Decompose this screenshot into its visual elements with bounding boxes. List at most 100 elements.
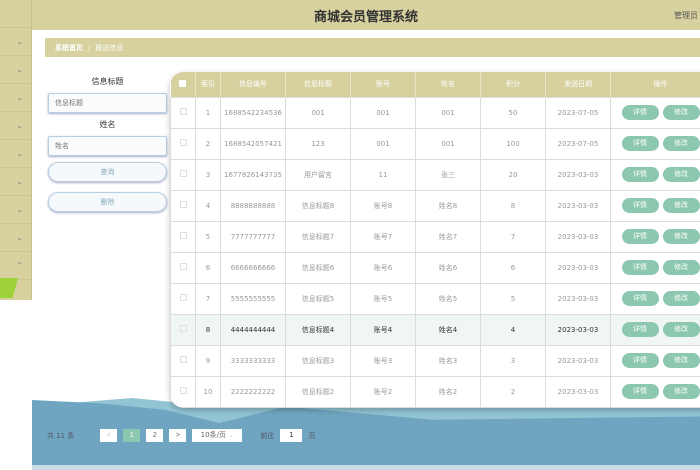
cell-date: 2023-03-03 bbox=[545, 158, 611, 191]
chevron-down-icon: ⌄ bbox=[16, 205, 23, 214]
table-row[interactable]: 9 3333333333 信息标题3 账号3 姓名3 3 2023-03-03 详情 修改 bbox=[170, 344, 700, 377]
cell-title: 123 bbox=[285, 127, 351, 160]
page-2-button[interactable]: 2 bbox=[146, 429, 164, 442]
cell-date: 2023-03-03 bbox=[545, 313, 611, 346]
cell-title: 信息标题3 bbox=[285, 344, 351, 377]
cell-account: 账号7 bbox=[350, 220, 416, 253]
edit-button[interactable]: 修改 bbox=[662, 260, 700, 275]
detail-button[interactable]: 详情 bbox=[621, 105, 659, 120]
sidebar-menu-item[interactable]: ⌄ bbox=[0, 196, 31, 224]
delete-button[interactable]: 删除 bbox=[48, 192, 167, 212]
row-checkbox[interactable] bbox=[170, 189, 196, 222]
select-all-checkbox[interactable] bbox=[170, 72, 196, 97]
goto-prefix: 前往 bbox=[260, 431, 275, 440]
sidebar-menu-item[interactable]: ⌄ bbox=[0, 28, 31, 56]
sidebar-menu-item[interactable]: ⌄ bbox=[0, 168, 31, 196]
row-checkbox[interactable] bbox=[170, 127, 196, 160]
detail-button[interactable]: 详情 bbox=[621, 136, 659, 151]
edit-button[interactable]: 修改 bbox=[662, 353, 700, 368]
row-checkbox[interactable] bbox=[170, 251, 196, 284]
detail-button[interactable]: 详情 bbox=[621, 260, 659, 275]
table-row[interactable]: 8 4444444444 信息标题4 账号4 姓名4 4 2023-03-03 详情 修改 bbox=[170, 313, 700, 346]
cell-index: 5 bbox=[195, 220, 221, 253]
cell-account: 账号3 bbox=[350, 344, 416, 377]
table-row[interactable]: 6 6666666666 信息标题6 账号6 姓名6 6 2023-03-03 详情 修改 bbox=[170, 251, 700, 284]
page-size-select[interactable]: 10条/页 ⌄ bbox=[192, 429, 243, 442]
cell-actions: 详情 修改 bbox=[610, 158, 700, 191]
sidebar-menu-item-open[interactable]: ⌃ bbox=[0, 252, 31, 280]
cell-title: 信息标题8 bbox=[285, 189, 351, 222]
cell-date: 2023-03-03 bbox=[545, 375, 611, 408]
cell-actions: 详情 修改 bbox=[610, 251, 700, 284]
row-checkbox[interactable] bbox=[170, 220, 196, 253]
cell-actions: 详情 修改 bbox=[610, 96, 700, 129]
chevron-down-icon: ⌄ bbox=[16, 37, 23, 46]
next-page-button[interactable]: > bbox=[169, 429, 187, 442]
cell-title: 信息标题7 bbox=[285, 220, 351, 253]
cell-code: 1677826143735 bbox=[220, 158, 286, 191]
cell-name: 001 bbox=[415, 96, 481, 129]
detail-button[interactable]: 详情 bbox=[621, 167, 659, 182]
cell-points: 50 bbox=[480, 96, 546, 129]
row-checkbox[interactable] bbox=[170, 344, 196, 377]
edit-button[interactable]: 修改 bbox=[662, 105, 700, 120]
cell-points: 100 bbox=[480, 127, 546, 160]
sidebar-menu-item[interactable]: ⌄ bbox=[0, 84, 31, 112]
edit-button[interactable]: 修改 bbox=[662, 322, 700, 337]
cell-points: 2 bbox=[480, 375, 546, 408]
edit-button[interactable]: 修改 bbox=[662, 136, 700, 151]
col-points: 积分 bbox=[480, 72, 546, 97]
top-header: 商城会员管理系统 管理员 bbox=[32, 0, 700, 30]
cell-actions: 详情 修改 bbox=[610, 282, 700, 315]
cell-title: 信息标题6 bbox=[285, 251, 351, 284]
breadcrumb-separator: / bbox=[88, 43, 91, 52]
detail-button[interactable]: 详情 bbox=[621, 229, 659, 244]
edit-button[interactable]: 修改 bbox=[662, 291, 700, 306]
query-button[interactable]: 查询 bbox=[48, 162, 167, 182]
row-checkbox[interactable] bbox=[170, 282, 196, 315]
cell-index: 10 bbox=[195, 375, 221, 408]
prev-page-button[interactable]: < bbox=[100, 429, 118, 442]
breadcrumb-home[interactable]: 系统首页 bbox=[55, 43, 83, 52]
table-row[interactable]: 4 8888888888 信息标题8 账号8 姓名8 8 2023-03-03 详情 修改 bbox=[170, 189, 700, 222]
detail-button[interactable]: 详情 bbox=[621, 291, 659, 306]
pagination: 共 11 条 < 1 2 > 10条/页 ⌄ 前往 1 页 bbox=[47, 429, 315, 442]
detail-button[interactable]: 详情 bbox=[621, 384, 659, 399]
title-input[interactable] bbox=[48, 93, 167, 113]
user-label[interactable]: 管理员 bbox=[674, 11, 698, 20]
table-row[interactable]: 10 2222222222 信息标题2 账号2 姓名2 2 2023-03-03 详情 修改 bbox=[170, 375, 700, 408]
row-checkbox[interactable] bbox=[170, 158, 196, 191]
sidebar-menu-item[interactable]: ⌄ bbox=[0, 140, 31, 168]
page-1-button[interactable]: 1 bbox=[123, 429, 141, 442]
edit-button[interactable]: 修改 bbox=[662, 384, 700, 399]
sidebar-menu-item[interactable]: ⌄ bbox=[0, 224, 31, 252]
cell-code: 3333333333 bbox=[220, 344, 286, 377]
table-row[interactable]: 5 7777777777 信息标题7 账号7 姓名7 7 2023-03-03 详情 修改 bbox=[170, 220, 700, 253]
table-row[interactable]: 3 1677826143735 用户留言 11 张三 20 2023-03-03 详情 修改 bbox=[170, 158, 700, 191]
cell-name: 姓名7 bbox=[415, 220, 481, 253]
detail-button[interactable]: 详情 bbox=[621, 322, 659, 337]
cell-index: 7 bbox=[195, 282, 221, 315]
cell-code: 6666666666 bbox=[220, 251, 286, 284]
edit-button[interactable]: 修改 bbox=[662, 167, 700, 182]
table-row[interactable]: 1 1688542234536 001 001 001 50 2023-07-05 详情 修改 bbox=[170, 96, 700, 129]
cell-title: 信息标题4 bbox=[285, 313, 351, 346]
detail-button[interactable]: 详情 bbox=[621, 198, 659, 213]
chevron-down-icon: ⌄ bbox=[16, 177, 23, 186]
goto-page-input[interactable]: 1 bbox=[280, 429, 303, 442]
cell-code: 1688542057421 bbox=[220, 127, 286, 160]
detail-button[interactable]: 详情 bbox=[621, 353, 659, 368]
row-checkbox[interactable] bbox=[170, 96, 196, 129]
table-row[interactable]: 2 1688542057421 123 001 001 100 2023-07-05 详情 修改 bbox=[170, 127, 700, 160]
row-checkbox[interactable] bbox=[170, 375, 196, 408]
sidebar-menu-item[interactable]: ⌄ bbox=[0, 56, 31, 84]
edit-button[interactable]: 修改 bbox=[662, 229, 700, 244]
table-row[interactable]: 7 5555555555 信息标题5 账号5 姓名5 5 2023-03-03 详情 修改 bbox=[170, 282, 700, 315]
cell-code: 1688542234536 bbox=[220, 96, 286, 129]
cell-index: 2 bbox=[195, 127, 221, 160]
cell-title: 用户留言 bbox=[285, 158, 351, 191]
row-checkbox[interactable] bbox=[170, 313, 196, 346]
edit-button[interactable]: 修改 bbox=[662, 198, 700, 213]
sidebar-menu-item[interactable]: ⌄ bbox=[0, 112, 31, 140]
name-input[interactable] bbox=[48, 136, 167, 156]
